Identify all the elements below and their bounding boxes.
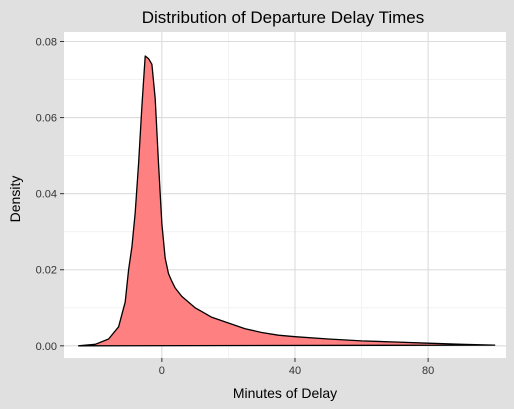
x-tick-label: 0 xyxy=(159,365,165,377)
y-axis-title: Density xyxy=(7,176,23,223)
density-outline xyxy=(77,55,496,347)
x-tick-label: 80 xyxy=(422,365,434,377)
chart-title: Distribution of Departure Delay Times xyxy=(142,8,425,27)
y-axis-ticks: 0.00 0.02 0.04 0.06 0.08 xyxy=(36,37,64,353)
y-tick-label: 0.00 xyxy=(36,341,57,353)
y-tick-label: 0.08 xyxy=(36,37,57,49)
x-tick-label: 40 xyxy=(289,365,301,377)
x-axis-ticks: 0 40 80 xyxy=(159,358,434,377)
x-axis-title: Minutes of Delay xyxy=(233,385,337,401)
y-tick-label: 0.02 xyxy=(36,265,57,277)
y-tick-label: 0.06 xyxy=(36,113,57,125)
y-tick-label: 0.04 xyxy=(36,189,57,201)
density-area xyxy=(77,55,496,347)
